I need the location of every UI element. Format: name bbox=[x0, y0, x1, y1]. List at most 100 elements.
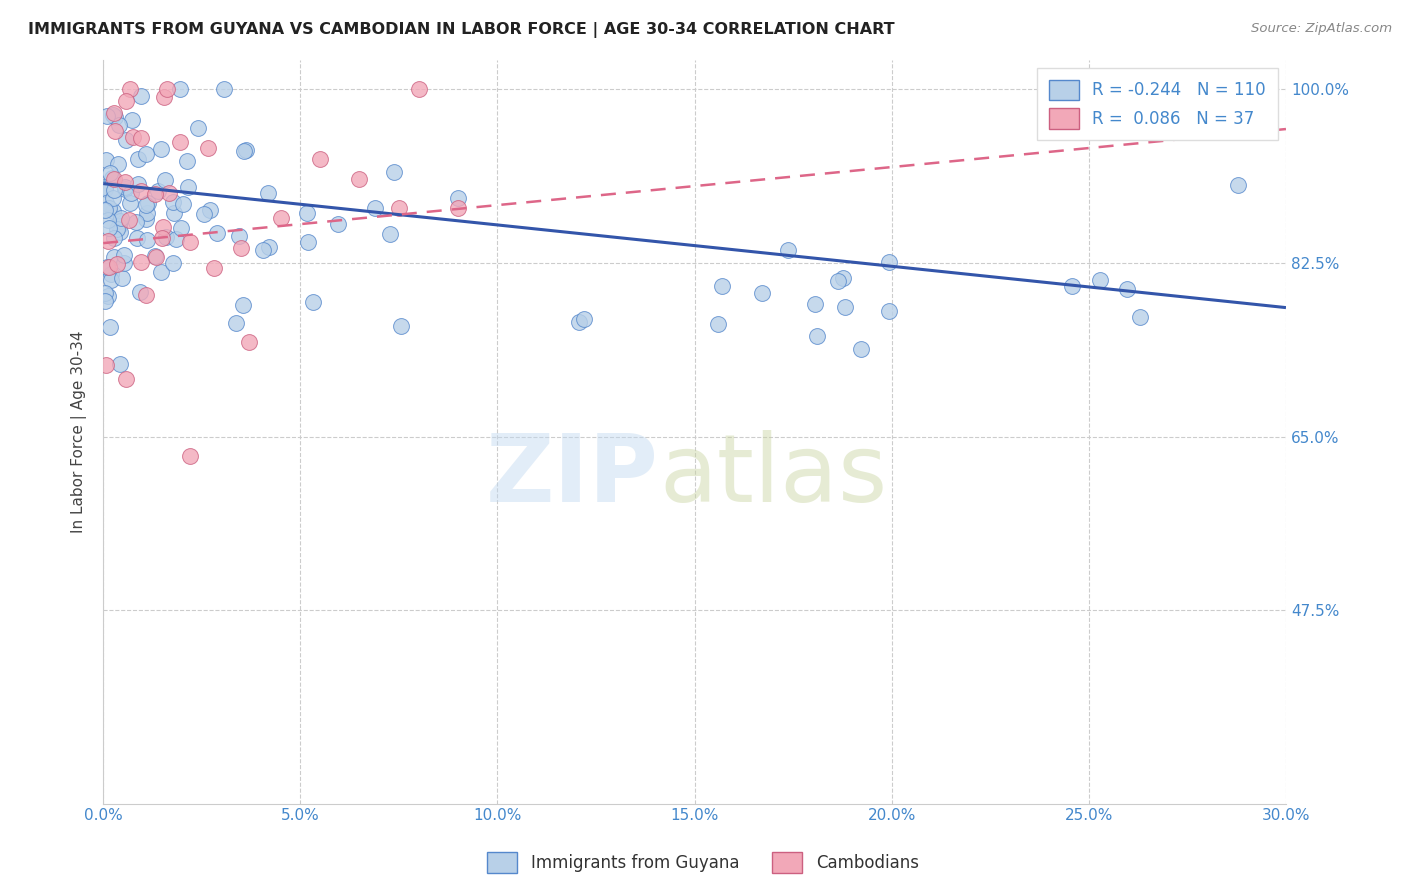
Point bbox=[1226, 178, 1249, 192]
Point bbox=[101, 203, 124, 218]
Point bbox=[135, 205, 157, 219]
Point bbox=[100, 166, 122, 180]
Point bbox=[110, 225, 132, 239]
Point bbox=[127, 178, 149, 192]
Point bbox=[115, 133, 138, 147]
Point bbox=[235, 144, 257, 158]
Y-axis label: In Labor Force | Age 30-34: In Labor Force | Age 30-34 bbox=[72, 330, 87, 533]
Point bbox=[108, 219, 131, 234]
Point bbox=[169, 135, 191, 149]
Point bbox=[776, 243, 799, 257]
Point bbox=[152, 90, 174, 104]
Point bbox=[257, 186, 280, 200]
Text: ZIP: ZIP bbox=[486, 430, 659, 522]
Legend: Immigrants from Guyana, Cambodians: Immigrants from Guyana, Cambodians bbox=[481, 846, 925, 880]
Point bbox=[179, 235, 201, 249]
Point bbox=[114, 372, 136, 386]
Point bbox=[129, 184, 152, 198]
Point bbox=[388, 202, 411, 216]
Point bbox=[197, 140, 219, 154]
Point bbox=[103, 110, 125, 124]
Point bbox=[205, 227, 228, 241]
Point bbox=[118, 212, 141, 227]
Point bbox=[94, 293, 117, 308]
Point bbox=[212, 82, 235, 96]
Point bbox=[751, 286, 773, 301]
Point bbox=[94, 203, 117, 218]
Point bbox=[447, 191, 470, 205]
Point bbox=[96, 260, 118, 275]
Point bbox=[135, 287, 157, 301]
Point bbox=[187, 120, 209, 135]
Point bbox=[129, 89, 152, 103]
Point bbox=[94, 285, 117, 300]
Point bbox=[176, 154, 198, 169]
Legend: R = -0.244   N = 110, R =  0.086   N = 37: R = -0.244 N = 110, R = 0.086 N = 37 bbox=[1038, 68, 1278, 140]
Point bbox=[150, 142, 173, 156]
Point bbox=[232, 298, 254, 312]
Point bbox=[118, 196, 141, 211]
Point bbox=[177, 180, 200, 194]
Point bbox=[193, 207, 215, 221]
Point bbox=[145, 250, 167, 264]
Point bbox=[157, 186, 180, 200]
Point bbox=[114, 180, 136, 194]
Point bbox=[103, 172, 125, 186]
Point bbox=[146, 184, 169, 198]
Point bbox=[270, 211, 292, 226]
Point bbox=[107, 156, 129, 170]
Point bbox=[309, 152, 332, 166]
Point bbox=[94, 153, 117, 167]
Point bbox=[364, 201, 387, 215]
Point bbox=[94, 180, 117, 194]
Point bbox=[97, 234, 120, 248]
Point bbox=[1115, 281, 1137, 295]
Point bbox=[162, 195, 184, 210]
Point bbox=[382, 165, 405, 179]
Point bbox=[96, 358, 118, 372]
Point bbox=[232, 144, 254, 158]
Point bbox=[111, 271, 134, 285]
Point bbox=[408, 82, 430, 96]
Point bbox=[100, 267, 122, 281]
Point bbox=[115, 95, 138, 109]
Point bbox=[110, 211, 132, 225]
Point bbox=[98, 201, 121, 215]
Point bbox=[389, 318, 412, 333]
Point bbox=[96, 109, 118, 123]
Point bbox=[150, 231, 173, 245]
Point bbox=[127, 231, 149, 245]
Point bbox=[832, 270, 855, 285]
Point bbox=[135, 198, 157, 212]
Point bbox=[136, 233, 159, 247]
Point bbox=[153, 173, 176, 187]
Point bbox=[572, 311, 595, 326]
Point bbox=[98, 260, 121, 275]
Point bbox=[877, 255, 900, 269]
Point bbox=[806, 328, 828, 343]
Point bbox=[170, 221, 193, 235]
Point bbox=[711, 279, 734, 293]
Point bbox=[1062, 278, 1084, 293]
Point bbox=[135, 147, 157, 161]
Point bbox=[118, 82, 141, 96]
Point bbox=[169, 82, 191, 96]
Point bbox=[105, 257, 128, 271]
Point bbox=[98, 220, 121, 235]
Text: IMMIGRANTS FROM GUYANA VS CAMBODIAN IN LABOR FORCE | AGE 30-34 CORRELATION CHART: IMMIGRANTS FROM GUYANA VS CAMBODIAN IN L… bbox=[28, 22, 894, 38]
Point bbox=[105, 222, 128, 236]
Point bbox=[100, 272, 122, 286]
Point bbox=[120, 186, 142, 200]
Point bbox=[328, 217, 350, 231]
Point bbox=[228, 229, 250, 244]
Point bbox=[165, 232, 187, 246]
Point bbox=[231, 241, 253, 255]
Point bbox=[804, 297, 827, 311]
Point bbox=[172, 197, 194, 211]
Point bbox=[114, 182, 136, 196]
Point bbox=[198, 202, 221, 217]
Point bbox=[94, 182, 117, 196]
Point bbox=[1129, 310, 1152, 324]
Point bbox=[297, 206, 319, 220]
Point bbox=[122, 130, 145, 145]
